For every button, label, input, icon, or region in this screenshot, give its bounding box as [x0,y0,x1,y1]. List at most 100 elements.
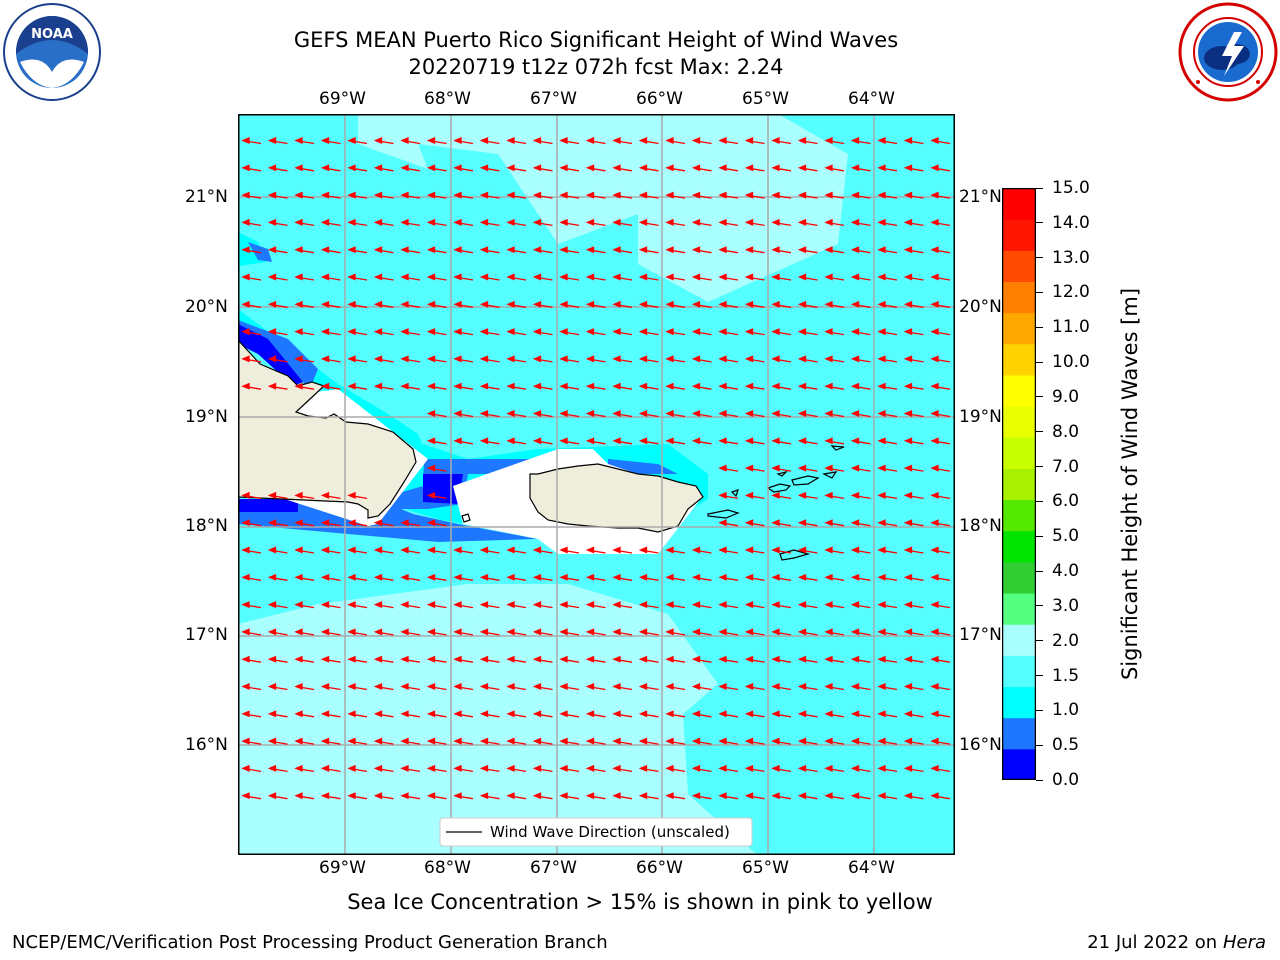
wave-direction-arrowhead [744,218,754,226]
colorbar-tick-label: 9.0 [1052,386,1080,407]
wave-direction-arrowhead [877,355,886,363]
wave-direction-arrowhead [479,737,489,745]
wave-direction-arrowhead [585,218,595,226]
wave-direction-arrowhead [824,491,833,499]
wave-direction-arrowhead [850,191,860,199]
wave-direction-arrowhead [320,546,330,554]
wave-direction-arrowhead [426,491,436,499]
wave-direction-arrowhead [532,573,542,581]
wave-direction-arrowhead [506,683,515,690]
wave-direction-arrowhead [559,191,568,199]
wave-direction-arrowhead [559,737,568,745]
wave-direction-arrowhead [320,246,330,254]
wave-direction-arrowhead [400,519,409,527]
wave-direction-arrowhead [267,164,277,172]
wave-direction-arrowhead [373,792,383,800]
colorbar-tick-label: 11.0 [1052,317,1090,338]
wave-direction-arrowhead [824,218,833,226]
wave-direction-arrowhead [453,792,462,800]
chart-title-line-1: GEFS MEAN Puerto Rico Significant Height… [293,28,899,52]
wave-direction-arrowhead [426,655,436,663]
chart-title-line-2: 20220719 t12z 072h fcst Max: 2.24 [408,55,784,79]
colorbar-tick-label: 8.0 [1052,421,1080,442]
wave-direction-arrowhead [824,355,833,363]
wave-direction-arrowhead [824,464,833,472]
wave-direction-arrowhead [267,601,277,609]
wave-direction-arrowhead [294,764,303,772]
wave-direction-arrowhead [665,710,674,718]
wave-direction-arrowhead [930,710,939,718]
wave-direction-arrowhead [850,218,860,226]
wave-direction-arrowhead [585,164,595,172]
colorbar-tick-mark [1036,535,1043,537]
wave-direction-arrowhead [241,191,250,199]
lon-label-bottom: 64°W [848,858,895,878]
wave-direction-arrowhead [320,737,330,745]
wave-direction-arrowhead [850,519,860,527]
wave-direction-arrowhead [241,382,250,390]
wave-direction-arrowhead [771,410,780,417]
wave-direction-arrowhead [559,710,568,718]
wave-direction-arrowhead [824,655,833,663]
wave-direction-arrowhead [453,573,462,581]
wave-direction-arrowhead [585,355,595,363]
wave-direction-arrowhead [294,683,303,690]
wave-direction-arrowhead [638,300,648,308]
wave-direction-arrowhead [877,273,886,281]
wave-direction-arrowhead [691,546,701,554]
wave-direction-arrowhead [532,737,542,745]
wave-direction-arrowhead [930,191,939,199]
wave-direction-arrowhead [426,164,436,172]
wave-direction-arrowhead [744,710,754,718]
wave-direction-arrowhead [506,764,515,772]
wave-direction-arrowhead [744,792,754,800]
wave-direction-arrowhead [373,191,383,199]
wave-direction-arrowhead [718,382,727,390]
wave-direction-arrowhead [718,655,727,663]
wave-direction-arrowhead [612,300,621,308]
wave-direction-arrowhead [347,328,356,336]
wave-direction-arrowhead [691,300,701,308]
colorbar-tick-label: 10.0 [1052,352,1090,373]
wave-direction-arrowhead [824,164,833,172]
wave-direction-arrowhead [718,737,727,745]
lon-label-bottom: 67°W [530,858,577,878]
wave-direction-arrowhead [744,601,754,609]
wave-direction-arrowhead [850,601,860,609]
lat-label-left: 18°N [185,516,228,536]
wave-direction-arrowhead [506,328,515,336]
wave-direction-arrowhead [744,164,754,172]
wave-direction-arrowhead [612,246,621,254]
wave-direction-arrowhead [347,792,356,800]
wave-direction-arrowhead [506,164,515,172]
wave-direction-arrowhead [824,191,833,199]
wave-direction-arrowhead [718,164,727,172]
wave-direction-arrowhead [426,601,436,609]
wave-direction-arrowhead [532,246,542,254]
wave-direction-arrowhead [691,737,701,745]
wave-direction-arrowhead [453,737,462,745]
wave-direction-arrowhead [877,655,886,663]
wave-direction-arrowhead [797,491,807,499]
wave-direction-arrowhead [479,191,489,199]
wave-direction-arrowhead [267,491,277,499]
wave-direction-arrowhead [320,137,330,144]
colorbar-tick-label: 3.0 [1052,595,1080,616]
wave-direction-arrowhead [400,300,409,308]
wave-direction-arrowhead [612,546,621,554]
land-puerto-rico [529,463,704,533]
wave-direction-arrowhead [506,601,515,609]
colorbar-tick-mark [1036,779,1043,781]
wave-direction-arrowhead [585,655,595,663]
wave-direction-arrowhead [930,328,939,336]
wave-direction-arrowhead [665,655,674,663]
wave-direction-arrowhead [612,355,621,363]
wave-direction-arrowhead [585,382,595,390]
wave-direction-arrowhead [930,519,939,527]
wave-direction-arrowhead [559,573,568,581]
wave-direction-arrowhead [559,382,568,390]
wave-direction-arrowhead [665,137,674,144]
lon-label-top: 65°W [742,89,789,109]
wave-direction-arrowhead [241,164,250,172]
wave-direction-arrowhead [373,300,383,308]
